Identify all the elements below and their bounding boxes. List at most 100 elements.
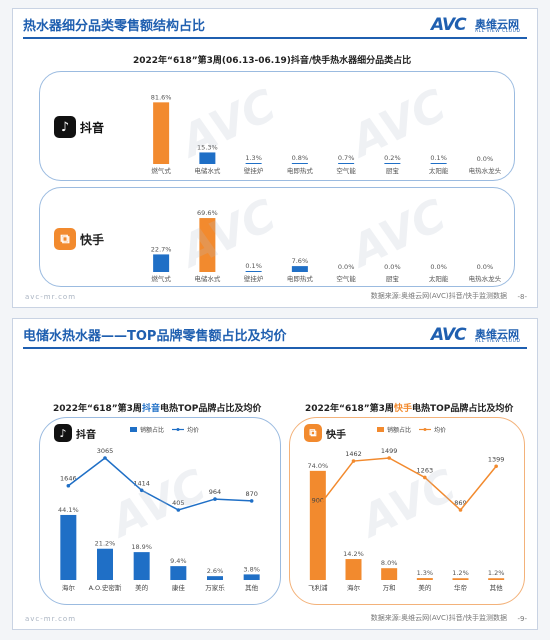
kuaishou-panel: ⧉ 快手 22.7% 燃气式 69.6% 电储水式 0.1% 壁挂炉 7.6% 电即热式 0.0… <box>39 187 515 287</box>
bar <box>309 470 326 580</box>
bar <box>199 218 216 272</box>
bar <box>153 102 170 164</box>
left-chart-subtitle: 2022年“618”第3周抖音电热TOP品牌占比及均价 <box>53 401 261 414</box>
price-label: 900 <box>312 496 324 504</box>
data-label: 81.6% <box>151 93 172 101</box>
subtitle-pre: 2022年“618”第3周 <box>53 404 142 414</box>
avc-logo: AVC 奥维云网 ALL VIEW CLOUD <box>431 15 527 37</box>
legend-swatch-share <box>130 427 137 432</box>
price-label: 964 <box>209 488 221 496</box>
price-point <box>494 464 498 469</box>
price-point <box>103 456 107 460</box>
category-label: 其他 <box>490 583 504 592</box>
footer-source: 数据来源:奥维云网(AVC)抖音/快手监测数据 <box>370 614 507 622</box>
price-label: 869 <box>454 499 466 507</box>
bar <box>243 574 260 580</box>
category-label: 电热水龙头 <box>469 274 502 283</box>
bar <box>416 578 433 580</box>
share-label: 44.1% <box>58 506 79 514</box>
category-label: 飞利浦 <box>308 583 328 592</box>
douyin-brand-name: 抖音 <box>76 429 96 441</box>
kuaishou-category-bar-chart: 22.7% 燃气式 69.6% 电储水式 0.1% 壁挂炉 7.6% 电即热式 0.0% 空气能 0… <box>151 209 502 283</box>
share-label: 1.2% <box>488 569 505 577</box>
douyin-panel: ♪ 抖音 81.6% 燃气式 15.3% 电储水式 1.3% 壁挂炉 0.8% 电即热式 0.7… <box>39 71 515 181</box>
slide-title: 热水器细分品类零售额结构占比 <box>23 19 206 34</box>
subtitle-post: 电热TOP品牌占比及均价 <box>159 404 262 414</box>
category-label: 电热水龙头 <box>469 166 502 175</box>
data-label: 69.6% <box>197 209 218 217</box>
douyin-category-bar-chart: 81.6% 燃气式 15.3% 电储水式 1.3% 壁挂炉 0.8% 电即热式 0.7% 空气能 0… <box>151 93 502 175</box>
category-label: 其他 <box>245 583 259 592</box>
share-label: 3.8% <box>243 565 260 573</box>
kuaishou-icon: ⧉ <box>54 228 76 250</box>
logo-cn: 奥维云网 <box>475 18 519 31</box>
price-point <box>66 483 71 488</box>
legend-marker-price <box>423 428 427 431</box>
data-label: 0.1% <box>430 154 447 162</box>
share-label: 1.2% <box>452 569 469 577</box>
title-rule <box>23 37 527 39</box>
category-label: 万家乐 <box>205 583 225 592</box>
category-label: 厨宝 <box>386 166 400 175</box>
category-label: 海尔 <box>347 583 361 592</box>
kuaishou-brand-share-price-chart: 销额占比 均价 74.0% 飞利浦 900 14.2% 海尔 1462 8.0% 万和 1499 1.… <box>308 426 505 592</box>
title-rule <box>23 347 527 349</box>
legend-label-price: 均价 <box>434 426 446 434</box>
kuaishou-brand-name: 快手 <box>326 429 346 441</box>
bar <box>245 163 262 164</box>
logo-mark: AVC <box>431 15 467 35</box>
share-label: 9.4% <box>170 557 187 565</box>
douyin-brand-name: 抖音 <box>80 120 105 135</box>
price-label: 1399 <box>488 455 505 463</box>
data-label: 0.7% <box>338 154 355 162</box>
data-label: 0.0% <box>338 263 355 271</box>
price-point <box>176 508 181 512</box>
kuaishou-icon: ⧉ <box>304 424 322 442</box>
category-label: 壁挂炉 <box>244 274 264 283</box>
price-label: 1646 <box>60 475 77 483</box>
subtitle-highlight: 快手 <box>393 404 412 414</box>
logo-mark: AVC <box>431 325 467 345</box>
price-point <box>351 459 356 463</box>
data-label: 0.0% <box>430 263 447 271</box>
slide-2: 电储水热水器——TOP品牌零售额占比及均价 AVC 奥维云网 ALL VIEW … <box>12 318 538 630</box>
chart-subtitle: 2022年“618”第3周(06.13-06.19)抖音/快手热水器细分品类占比 <box>133 56 412 66</box>
category-label: 华帝 <box>454 583 467 592</box>
price-point <box>139 488 144 493</box>
share-label: 21.2% <box>95 540 116 548</box>
data-label: 7.6% <box>292 257 309 265</box>
douyin-logo: ♪ 抖音 <box>54 116 104 138</box>
category-label: 美的 <box>418 583 432 592</box>
category-label: 空气能 <box>336 166 356 175</box>
douyin-logo: ♪ 抖音 <box>54 424 96 442</box>
bar <box>97 548 113 580</box>
kuaishou-logo: ⧉ 快手 <box>54 228 104 250</box>
bar <box>60 514 77 580</box>
bar <box>381 568 398 580</box>
kuaishou-brand-panel: ⧉ 快手 销额占比 均价 74.0% 飞利浦 900 14.2% 海尔 1462 8.0% 万和 1… <box>289 417 525 605</box>
bar <box>207 576 223 580</box>
footer-site: avc-mr.com <box>25 293 77 301</box>
legend-label-price: 均价 <box>187 426 199 434</box>
data-label: 0.0% <box>477 263 494 271</box>
price-point <box>387 456 391 460</box>
price-point <box>249 499 254 503</box>
price-label: 1462 <box>345 450 362 458</box>
page-number: -9- <box>517 615 527 623</box>
bar <box>199 152 216 164</box>
kuaishou-logo: ⧉ 快手 <box>304 424 346 442</box>
share-label: 8.0% <box>381 559 398 567</box>
bar <box>153 254 170 272</box>
douyin-icon: ♪ <box>54 424 72 442</box>
bar <box>430 163 447 164</box>
price-label: 3065 <box>97 447 114 455</box>
bar <box>133 552 150 580</box>
category-label: 太阳能 <box>429 274 449 283</box>
category-label: 燃气式 <box>151 274 171 283</box>
price-label: 1499 <box>381 447 398 455</box>
bar <box>291 163 308 164</box>
share-label: 74.0% <box>308 462 329 470</box>
share-label: 2.6% <box>207 567 224 575</box>
price-line <box>67 457 252 511</box>
logo-cn: 奥维云网 <box>475 328 519 341</box>
